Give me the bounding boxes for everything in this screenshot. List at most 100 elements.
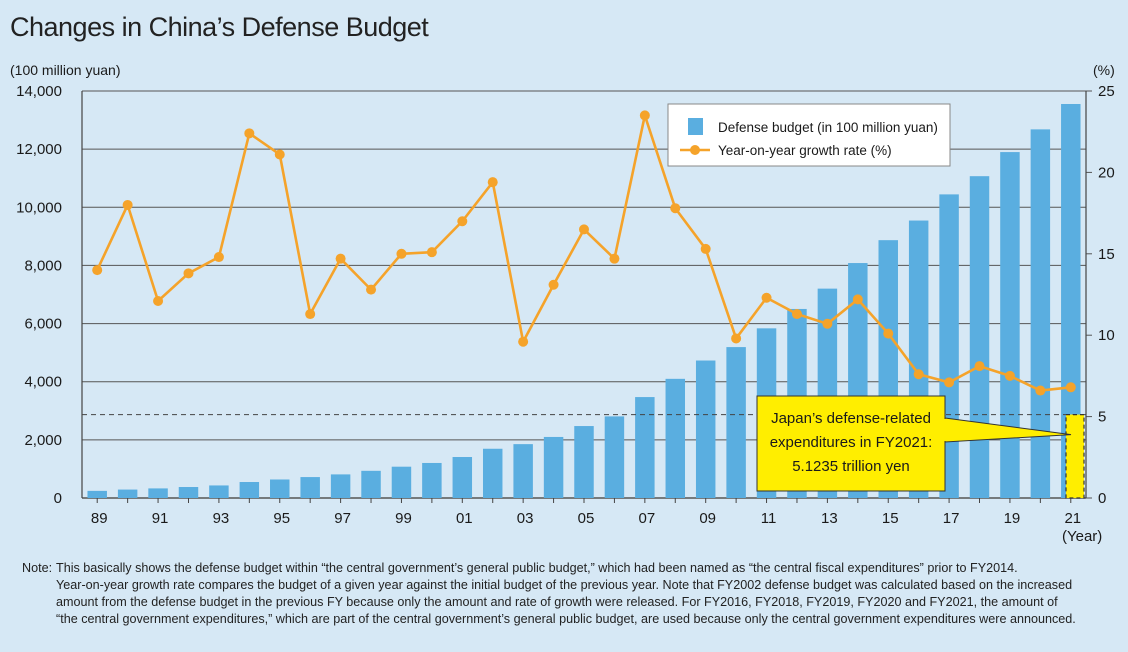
left-tick-label: 6,000 bbox=[24, 316, 62, 333]
x-tick-label: 91 bbox=[152, 510, 169, 527]
growth-rate-point bbox=[731, 333, 742, 344]
bar-defense-budget bbox=[969, 176, 990, 498]
japan-budget-bar bbox=[1065, 413, 1085, 499]
bar-defense-budget bbox=[270, 479, 290, 498]
x-tick-label: 95 bbox=[273, 510, 290, 527]
growth-rate-point bbox=[426, 247, 437, 258]
growth-rate-point bbox=[244, 128, 255, 139]
bar-defense-budget bbox=[239, 482, 260, 498]
bar-defense-budget bbox=[543, 436, 564, 498]
left-tick-label: 2,000 bbox=[24, 432, 62, 449]
legend-label-defense-budget: Defense budget (in 100 million yuan) bbox=[718, 120, 938, 135]
x-axis-label: (Year) bbox=[1062, 528, 1103, 545]
x-tick-label: 03 bbox=[517, 510, 534, 527]
growth-rate-point bbox=[1035, 385, 1046, 396]
growth-rate-point bbox=[670, 203, 681, 214]
growth-rate-point bbox=[213, 252, 224, 263]
bar-defense-budget bbox=[726, 347, 746, 498]
right-axis-label: (%) bbox=[1093, 62, 1115, 78]
annotation-text-line: Japan’s defense-related bbox=[771, 410, 931, 427]
right-tick-label: 20 bbox=[1098, 164, 1115, 181]
note-body: This basically shows the defense budget … bbox=[56, 560, 1120, 628]
bar-defense-budget bbox=[178, 487, 199, 498]
legend-bar-swatch bbox=[688, 118, 703, 135]
x-tick-label: 19 bbox=[1004, 510, 1021, 527]
left-tick-label: 10,000 bbox=[16, 199, 62, 216]
growth-rate-point bbox=[579, 224, 589, 235]
bar-defense-budget bbox=[1061, 103, 1081, 498]
x-tick-label: 99 bbox=[395, 510, 412, 527]
defense-budget-chart: 0 2,000 4,000 6,000 8,000 10,000 12,000 14,000 0… bbox=[16, 83, 1115, 527]
bar-defense-budget bbox=[391, 466, 412, 498]
growth-rate-point bbox=[1065, 382, 1076, 393]
annotation-text-line: expenditures in FY2021: bbox=[770, 434, 933, 451]
x-tick-label: 13 bbox=[821, 510, 838, 527]
note-line: Year-on-year growth rate compares the bu… bbox=[56, 578, 1073, 592]
x-tick-label: 97 bbox=[334, 510, 351, 527]
growth-rate-point bbox=[122, 199, 133, 210]
growth-rate-point bbox=[305, 309, 316, 320]
bar-defense-budget bbox=[148, 488, 168, 498]
x-tick-label: 21 bbox=[1064, 510, 1081, 527]
x-tick-label: 89 bbox=[91, 510, 108, 527]
bar-defense-budget bbox=[452, 457, 473, 498]
growth-rate-point bbox=[761, 292, 772, 303]
right-tick-label: 0 bbox=[1098, 490, 1106, 507]
growth-rate-point bbox=[153, 296, 164, 307]
right-tick-label: 15 bbox=[1098, 246, 1115, 263]
left-axis-label: (100 million yuan) bbox=[10, 62, 121, 78]
left-tick-label: 14,000 bbox=[16, 83, 62, 100]
bar-defense-budget bbox=[1030, 129, 1051, 499]
growth-rate-point bbox=[183, 268, 194, 279]
note-line: amount from the defense budget in the pr… bbox=[56, 595, 1058, 609]
growth-rate-point bbox=[366, 284, 377, 295]
x-tick-label: 01 bbox=[456, 510, 473, 527]
growth-rate-point bbox=[791, 309, 802, 320]
growth-rate-point bbox=[974, 361, 985, 372]
growth-rate-point bbox=[274, 149, 285, 160]
right-tick-label: 25 bbox=[1098, 83, 1115, 100]
annotation-box bbox=[756, 395, 946, 492]
bar-defense-budget bbox=[635, 397, 655, 498]
growth-rate-point bbox=[639, 110, 650, 121]
growth-rate-point bbox=[518, 336, 529, 347]
growth-rate-point bbox=[822, 318, 833, 329]
bar-defense-budget bbox=[665, 378, 686, 498]
annotation-seam bbox=[943, 419, 946, 441]
growth-rate-point bbox=[1004, 370, 1015, 381]
legend-line-marker bbox=[690, 145, 700, 155]
growth-rate-point bbox=[944, 377, 955, 388]
x-tick-label: 07 bbox=[639, 510, 656, 527]
x-tick-label: 15 bbox=[882, 510, 899, 527]
left-tick-label: 0 bbox=[54, 490, 62, 507]
bar-defense-budget bbox=[209, 485, 229, 498]
bar-defense-budget bbox=[117, 489, 138, 498]
note-label: Note: bbox=[22, 561, 53, 575]
growth-rate-point bbox=[92, 265, 103, 276]
growth-rate-point bbox=[609, 253, 620, 264]
annotation-text-line: 5.1235 trillion yen bbox=[792, 458, 910, 475]
x-tick-label: 11 bbox=[761, 510, 777, 527]
bar-defense-budget bbox=[695, 360, 716, 498]
bar-defense-budget bbox=[330, 474, 351, 498]
legend-box bbox=[667, 103, 951, 167]
x-tick-label: 93 bbox=[213, 510, 230, 527]
bar-defense-budget bbox=[422, 462, 442, 498]
note-line: This basically shows the defense budget … bbox=[56, 561, 1018, 575]
growth-rate-point bbox=[487, 177, 498, 188]
growth-rate-point bbox=[457, 216, 468, 227]
growth-rate-point bbox=[548, 279, 559, 290]
growth-rate-point bbox=[913, 369, 924, 380]
chart-title: Changes in China’s Defense Budget bbox=[10, 12, 429, 42]
right-tick-label: 5 bbox=[1098, 409, 1106, 426]
x-tick-label: 09 bbox=[699, 510, 716, 527]
growth-rate-point bbox=[396, 248, 407, 259]
bar-defense-budget bbox=[87, 490, 107, 498]
growth-rate-point bbox=[700, 243, 711, 254]
bar-defense-budget bbox=[574, 426, 594, 498]
note-line: “the central government expenditures,” w… bbox=[56, 612, 1076, 626]
bar-defense-budget bbox=[361, 470, 381, 498]
left-tick-label: 12,000 bbox=[16, 141, 62, 158]
bar-defense-budget bbox=[513, 444, 533, 498]
bar-defense-budget bbox=[1000, 152, 1020, 498]
